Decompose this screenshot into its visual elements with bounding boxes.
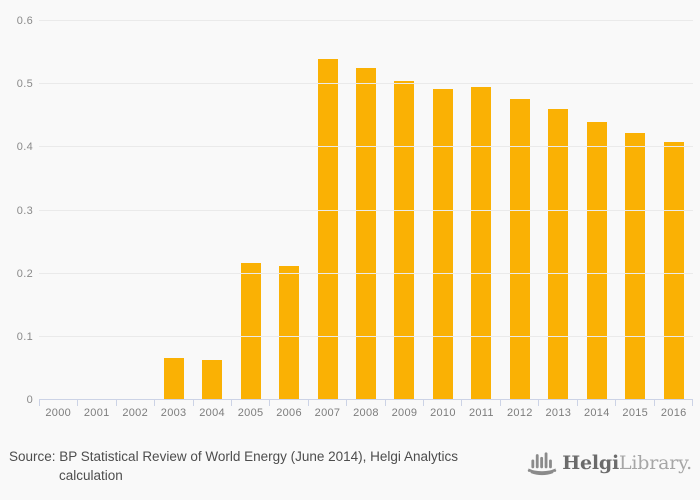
- x-tick-label-2006: 2006: [276, 407, 302, 419]
- x-axis-tick: [461, 400, 499, 406]
- x-tick-label-2003: 2003: [160, 407, 187, 419]
- bar-cell-2007: [308, 21, 346, 400]
- x-axis-tick: [192, 400, 231, 406]
- x-axis-tick: [538, 400, 576, 406]
- bar-cell-2004: [193, 21, 231, 400]
- bar-2008[interactable]: [355, 67, 376, 400]
- gridline-0.4: [39, 146, 693, 148]
- x-tick-label-2005: 2005: [237, 407, 264, 419]
- bar-cell-2011: [462, 21, 500, 400]
- x-axis-baseline: [39, 399, 693, 400]
- x-axis-tick: [615, 400, 653, 406]
- gridline-0.1: [39, 335, 693, 337]
- bar-cell-2003: [154, 21, 192, 400]
- y-tick-label-0.5: 0.5: [16, 78, 33, 91]
- ship-icon: [528, 452, 557, 476]
- logo-text: HelgiLibrary.: [562, 452, 692, 474]
- x-tick-label-2010: 2010: [430, 407, 456, 419]
- x-tick-label-2008: 2008: [353, 407, 379, 419]
- bar-cell-2014: [578, 21, 616, 400]
- plot-area: [39, 20, 693, 400]
- logo-text-helgi: Helgi: [562, 452, 619, 474]
- helgi-library-logo[interactable]: HelgiLibrary.: [527, 446, 692, 480]
- bar-cell-2012: [501, 21, 539, 400]
- x-tick-label-2002: 2002: [122, 407, 148, 419]
- x-axis-tick: [576, 400, 615, 406]
- bar-cell-2000: [39, 21, 77, 400]
- bar-cell-2006: [270, 21, 308, 400]
- y-tick-label-0.6: 0.6: [16, 15, 33, 27]
- gridline-0.2: [39, 272, 693, 274]
- bar-2003[interactable]: [163, 358, 184, 400]
- bar-2011[interactable]: [471, 86, 492, 400]
- gridline-0.6: [39, 20, 693, 21]
- bar-2014[interactable]: [586, 122, 607, 400]
- bar-cell-2013: [539, 21, 577, 400]
- x-axis-labels: 2000 2001 2002 2003 2004 2005 2006 2007 2008 2009…: [39, 407, 693, 419]
- x-tick-label-2004: 2004: [199, 407, 225, 419]
- bar-cell-2002: [116, 21, 154, 400]
- bar-2009[interactable]: [394, 81, 415, 400]
- bar-2007[interactable]: [317, 58, 338, 400]
- x-tick-label-2014: 2014: [583, 407, 610, 419]
- x-axis-ticks: [39, 400, 693, 406]
- bar-cell-2009: [385, 21, 423, 400]
- y-tick-label-0.2: 0.2: [16, 267, 33, 280]
- gridline-0.3: [39, 209, 693, 211]
- x-tick-label-2007: 2007: [314, 407, 341, 419]
- bar-cell-2001: [77, 21, 115, 400]
- y-axis-labels: 0 0.1 0.2 0.3 0.4 0.5 0.6: [0, 15, 33, 406]
- source-text: Source: BP Statistical Review of World E…: [9, 447, 458, 485]
- bars-container: [39, 21, 693, 400]
- bar-2005[interactable]: [240, 262, 261, 400]
- y-tick-label-0.4: 0.4: [16, 141, 33, 154]
- x-axis-tick: [423, 400, 461, 406]
- bar-2015[interactable]: [625, 133, 646, 400]
- y-tick-label-0.3: 0.3: [16, 204, 33, 217]
- y-tick-label-0.1: 0.1: [16, 330, 33, 343]
- bar-2016[interactable]: [663, 142, 684, 400]
- x-axis-tick: [115, 400, 154, 406]
- logo-text-library: Library.: [619, 452, 692, 474]
- x-tick-label-2011: 2011: [468, 407, 494, 419]
- x-axis-tick: [39, 400, 77, 406]
- x-tick-label-2001: 2001: [83, 407, 110, 419]
- bar-2004[interactable]: [202, 359, 223, 400]
- x-axis-tick: [154, 400, 192, 406]
- x-axis-tick: [307, 400, 346, 406]
- source-line-2: calculation: [59, 468, 123, 483]
- x-axis-tick: [269, 400, 307, 406]
- x-tick-label-2013: 2013: [545, 407, 572, 419]
- bar-2013[interactable]: [548, 108, 569, 400]
- x-axis-tick: [653, 400, 693, 406]
- x-axis-tick: [231, 400, 269, 406]
- gridline-0.5: [39, 83, 693, 85]
- x-axis-tick: [77, 400, 115, 406]
- x-tick-label-2009: 2009: [391, 407, 418, 419]
- x-tick-label-2000: 2000: [45, 407, 72, 419]
- x-axis-tick: [499, 400, 538, 406]
- x-tick-label-2012: 2012: [507, 407, 533, 419]
- bar-cell-2016: [655, 21, 693, 400]
- x-axis-tick: [346, 400, 384, 406]
- x-axis-tick: [384, 400, 423, 406]
- bar-2006[interactable]: [279, 266, 300, 400]
- source-line-1: Source: BP Statistical Review of World E…: [9, 449, 458, 464]
- bar-cell-2005: [231, 21, 269, 400]
- bar-2012[interactable]: [509, 99, 530, 400]
- x-tick-label-2015: 2015: [622, 407, 649, 419]
- y-tick-label-0: 0: [26, 394, 33, 406]
- bar-cell-2010: [424, 21, 462, 400]
- bar-2010[interactable]: [432, 89, 453, 400]
- x-tick-label-2016: 2016: [660, 407, 687, 419]
- bar-cell-2008: [347, 21, 385, 400]
- bar-cell-2015: [616, 21, 654, 400]
